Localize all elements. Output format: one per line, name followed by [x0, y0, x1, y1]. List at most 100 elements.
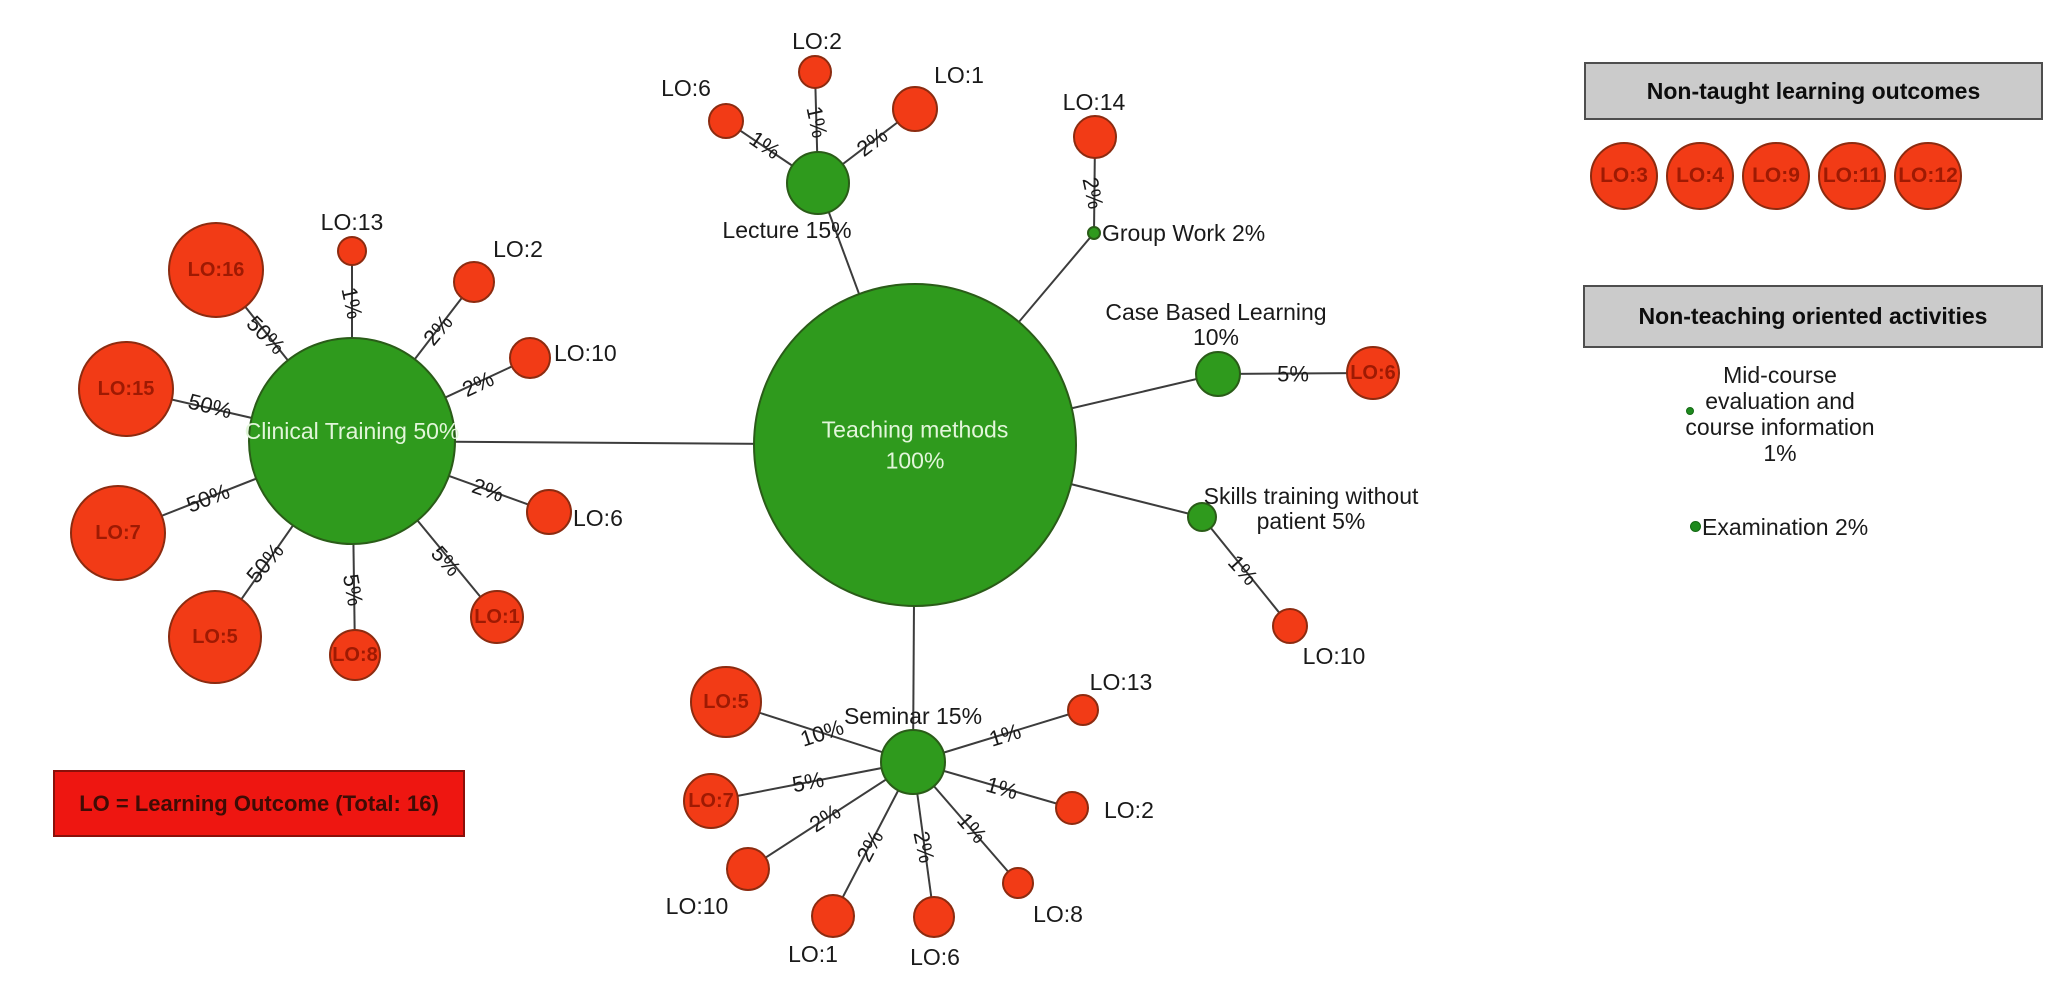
edge-label-clinical-lo8: 5%: [338, 572, 368, 608]
node-seminar-lo5-label: LO:5: [703, 691, 749, 713]
node-seminar-lo5-circle: [690, 666, 762, 738]
node-lecture-lo6-circle: [708, 103, 744, 139]
edge-label-cbl-lo6: 5%: [1277, 362, 1309, 387]
non-taught-circle-lo3: LO:3: [1590, 142, 1658, 210]
edge-label-seminar-lo7: 5%: [790, 767, 826, 798]
hub-clinical-label: Clinical Training 50%: [245, 418, 460, 444]
node-seminar-lo1-label: LO:1: [788, 941, 838, 967]
non-taught-circle-lo11: LO:11: [1818, 142, 1886, 210]
node-cbl-lo6-label: LO:6: [1350, 362, 1396, 384]
node-lecture-lo2-label: LO:2: [792, 28, 842, 54]
node-seminar-lo1-circle: [811, 894, 855, 938]
node-seminar-lo8-label: LO:8: [1033, 901, 1083, 927]
edge-label-clinical-lo7: 50%: [183, 478, 233, 517]
edge-label-lecture-lo1: 2%: [852, 122, 892, 161]
node-seminar-lo6-label: LO:6: [910, 944, 960, 970]
edge-label-lecture-lo6: 1%: [745, 126, 785, 165]
edge-label-seminar-lo5: 10%: [797, 714, 847, 751]
node-clinical-lo6-circle: [526, 489, 572, 535]
edge-label-seminar-lo13: 1%: [986, 718, 1024, 751]
node-clinical-lo2-circle: [453, 261, 495, 303]
node-groupwork-lo14-circle: [1073, 115, 1117, 159]
node-clinical-lo10-circle: [509, 337, 551, 379]
edge-label-clinical-lo16: 50%: [242, 311, 291, 360]
mid-course-item: Mid-course evaluation and course informa…: [1685, 362, 1875, 466]
edge-seminar-lo7: [710, 761, 914, 802]
edge-label-clinical-lo5: 50%: [241, 538, 288, 588]
edge-label-groupwork-lo14: 2%: [1077, 175, 1108, 211]
node-lecture-lo1-circle: [892, 86, 938, 132]
edge-label-clinical-lo10: 2%: [458, 366, 497, 402]
hub-cbl-label: Case Based Learning 10%: [1105, 299, 1326, 350]
hub-skills-label: Skills training without patient 5%: [1204, 483, 1419, 534]
node-cbl-lo6-circle: [1346, 346, 1400, 400]
edge-skills-lo10: [1201, 516, 1291, 627]
edge-label-clinical-lo6: 2%: [469, 473, 507, 507]
node-clinical-lo5-circle: [168, 590, 262, 684]
node-clinical-lo5-label: LO:5: [192, 626, 238, 648]
non-teaching-header: Non-teaching oriented activities: [1583, 285, 2043, 348]
node-clinical-lo13-circle: [337, 236, 367, 266]
hub-lecture-label: Lecture 15%: [722, 217, 851, 243]
node-seminar-lo10-circle: [726, 847, 770, 891]
lo-legend-box: LO = Learning Outcome (Total: 16): [53, 770, 465, 837]
node-seminar-lo7-label: LO:7: [688, 790, 734, 812]
hub-cbl-circle: [1195, 351, 1241, 397]
node-groupwork-lo14-label: LO:14: [1063, 89, 1126, 115]
hub-groupwork-label: Group Work 2%: [1102, 220, 1265, 246]
node-seminar-lo10-label: LO:10: [666, 893, 729, 919]
node-clinical-lo16-label: LO:16: [188, 259, 245, 281]
hub-lecture-circle: [786, 151, 850, 215]
non-taught-circle-lo12: LO:12: [1894, 142, 1962, 210]
node-clinical-lo16-circle: [168, 222, 264, 318]
node-clinical-lo13-label: LO:13: [321, 209, 384, 235]
node-clinical-lo8-label: LO:8: [332, 644, 378, 666]
node-lecture-lo6-label: LO:6: [661, 75, 711, 101]
non-taught-circle-lo9: LO:9: [1742, 142, 1810, 210]
edge-label-seminar-lo1: 2%: [851, 826, 888, 866]
node-seminar-lo13-circle: [1067, 694, 1099, 726]
non-taught-circles: LO:3 LO:4 LO:9 LO:11 LO:12: [1590, 142, 1962, 210]
node-lecture-lo2-circle: [798, 55, 832, 89]
hub-seminar-circle: [880, 729, 946, 795]
edge-label-seminar-lo2: 1%: [983, 772, 1020, 805]
edge-label-seminar-lo6: 2%: [908, 829, 939, 865]
edge-label-clinical-lo15: 50%: [186, 389, 235, 424]
node-clinical-lo7-label: LO:7: [95, 522, 141, 544]
node-lecture-lo1-label: LO:1: [934, 62, 984, 88]
edge-label-clinical-lo1: 5%: [426, 541, 466, 581]
node-seminar-lo6-circle: [913, 896, 955, 938]
node-clinical-lo6-label: LO:6: [573, 505, 623, 531]
hub-teaching-label: Teaching methods 100%: [822, 417, 1009, 474]
examination-item: Examination 2%: [1702, 514, 1869, 540]
node-clinical-lo2-label: LO:2: [493, 236, 543, 262]
node-clinical-lo1-label: LO:1: [474, 606, 520, 628]
node-skills-lo10-circle: [1272, 608, 1308, 644]
node-seminar-lo2-circle: [1055, 791, 1089, 825]
examination-dot-icon: [1690, 521, 1701, 532]
node-seminar-lo7-circle: [683, 773, 739, 829]
hub-teaching-circle: [753, 283, 1077, 607]
edge-label-clinical-lo13: 1%: [336, 285, 367, 321]
node-clinical-lo15-circle: [78, 341, 174, 437]
edge-label-seminar-lo10: 2%: [805, 799, 845, 837]
node-clinical-lo15-label: LO:15: [98, 378, 155, 400]
non-taught-circle-lo4: LO:4: [1666, 142, 1734, 210]
node-clinical-lo7-circle: [70, 485, 166, 581]
mid-course-dot-icon: [1686, 407, 1694, 415]
lo-legend-label: LO = Learning Outcome (Total: 16): [79, 790, 439, 816]
node-clinical-lo1-circle: [470, 590, 524, 644]
node-skills-lo10-label: LO:10: [1303, 643, 1366, 669]
edge-label-clinical-lo2: 2%: [418, 310, 458, 350]
non-taught-header: Non-taught learning outcomes: [1584, 62, 2043, 120]
edge-label-lecture-lo2: 1%: [801, 104, 832, 140]
node-seminar-lo13-label: LO:13: [1090, 669, 1153, 695]
hub-groupwork-circle: [1087, 226, 1101, 240]
hub-seminar-label: Seminar 15%: [844, 703, 982, 729]
node-seminar-lo2-label: LO:2: [1104, 797, 1154, 823]
non-teaching-header-label: Non-teaching oriented activities: [1638, 303, 1988, 329]
node-seminar-lo8-circle: [1002, 867, 1034, 899]
hub-clinical-circle: [248, 337, 456, 545]
hub-skills-circle: [1187, 502, 1217, 532]
